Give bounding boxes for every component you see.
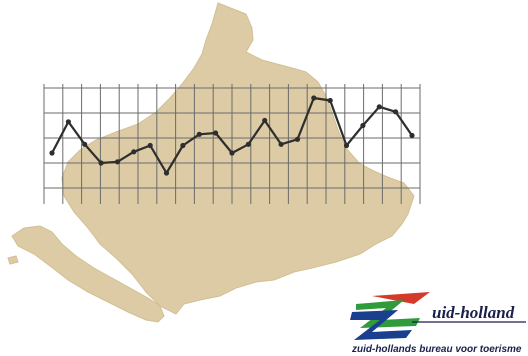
data-point [147, 142, 153, 149]
data-point [82, 141, 88, 147]
data-point [376, 104, 382, 110]
data-point [409, 132, 415, 139]
data-point [278, 141, 284, 147]
data-point [360, 122, 366, 129]
data-point [49, 150, 55, 156]
logo-wordmark: uid-holland [432, 303, 515, 322]
data-point [180, 142, 186, 149]
data-point [245, 141, 251, 147]
chart-grid [43, 84, 421, 204]
data-point [311, 95, 317, 101]
zz-logo-mark [350, 292, 430, 340]
data-point [131, 149, 137, 155]
data-point [343, 142, 350, 149]
data-point [327, 97, 333, 104]
province-islet [7, 255, 19, 265]
data-point [229, 150, 235, 156]
province-mainland [61, 2, 415, 315]
logo-green-z [356, 300, 420, 328]
tourism-logo: uid-holland zuid-hollands bureau voor to… [350, 292, 526, 355]
logo-tagline: zuid-hollands bureau voor toerisme [351, 344, 522, 355]
logo-blue-z [350, 310, 412, 340]
logo-red-swoosh [372, 292, 430, 304]
data-point [196, 131, 202, 137]
data-point [65, 119, 71, 125]
data-point [393, 109, 399, 115]
data-point [213, 130, 219, 136]
data-point [163, 170, 170, 176]
data-point [294, 136, 301, 142]
chart-series [49, 95, 415, 176]
data-point [98, 160, 104, 166]
province-map-silhouette [7, 2, 415, 323]
data-point [114, 159, 121, 165]
province-island [11, 225, 165, 323]
data-point [262, 117, 268, 124]
